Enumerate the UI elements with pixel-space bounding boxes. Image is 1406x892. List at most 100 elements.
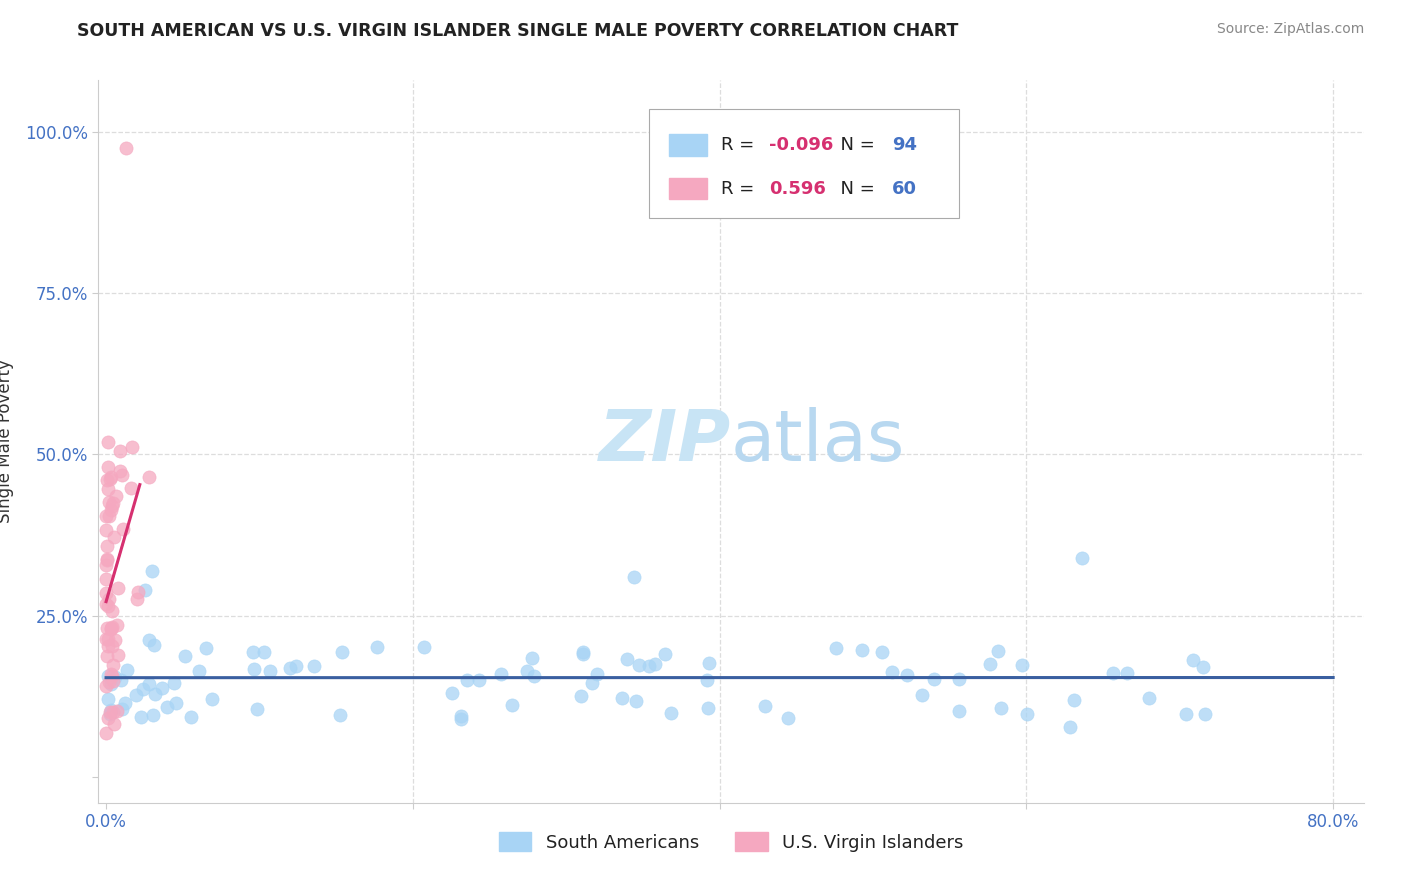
- Point: [101, 620, 124, 634]
- Point: [132, 682, 155, 697]
- Point: [572, 645, 595, 659]
- Point: [94, 632, 117, 646]
- Point: [142, 638, 165, 652]
- Point: [111, 522, 134, 536]
- Point: [101, 499, 124, 513]
- Point: [97, 711, 120, 725]
- Point: [104, 489, 127, 503]
- Point: [1063, 692, 1085, 706]
- Point: [97, 640, 120, 654]
- FancyBboxPatch shape: [669, 178, 707, 200]
- Point: [1071, 550, 1094, 565]
- Point: [824, 641, 846, 656]
- Point: [330, 645, 353, 659]
- Point: [1137, 691, 1160, 706]
- Point: [121, 440, 143, 454]
- Point: [101, 706, 124, 720]
- Point: [107, 648, 129, 663]
- Point: [97, 632, 120, 646]
- Point: [105, 617, 128, 632]
- Text: SOUTH AMERICAN VS U.S. VIRGIN ISLANDER SINGLE MALE POVERTY CORRELATION CHART: SOUTH AMERICAN VS U.S. VIRGIN ISLANDER S…: [77, 22, 959, 40]
- Point: [638, 659, 661, 673]
- Point: [922, 673, 945, 687]
- Point: [96, 508, 118, 523]
- Point: [96, 473, 118, 487]
- Point: [96, 523, 118, 537]
- Text: -0.096: -0.096: [769, 136, 834, 154]
- Point: [195, 640, 218, 655]
- Point: [285, 658, 308, 673]
- Text: 94: 94: [891, 136, 917, 154]
- Text: R =: R =: [721, 136, 761, 154]
- Point: [100, 703, 122, 717]
- Point: [468, 673, 491, 688]
- Point: [138, 470, 160, 484]
- Point: [101, 669, 124, 683]
- Point: [156, 699, 179, 714]
- Point: [696, 701, 718, 715]
- Point: [115, 663, 138, 677]
- Point: [98, 592, 121, 607]
- Point: [127, 591, 149, 606]
- Point: [450, 712, 472, 726]
- Point: [776, 711, 799, 725]
- Text: atlas: atlas: [731, 407, 905, 476]
- Point: [96, 726, 118, 740]
- Point: [105, 704, 128, 718]
- Point: [165, 696, 187, 710]
- Point: [94, 586, 117, 600]
- Point: [1015, 707, 1038, 722]
- Point: [456, 673, 478, 687]
- Point: [523, 669, 546, 683]
- Point: [101, 639, 124, 653]
- Point: [100, 621, 122, 635]
- Text: ZIP: ZIP: [599, 407, 731, 476]
- Point: [96, 539, 118, 553]
- Point: [896, 668, 918, 682]
- Point: [120, 481, 142, 495]
- Point: [97, 434, 120, 449]
- Point: [150, 681, 173, 695]
- Point: [108, 464, 131, 478]
- Point: [572, 647, 595, 661]
- Point: [107, 581, 129, 595]
- Point: [569, 689, 592, 703]
- Point: [101, 657, 124, 672]
- Point: [96, 649, 118, 664]
- Point: [131, 710, 153, 724]
- Point: [98, 675, 121, 690]
- Point: [1011, 657, 1033, 672]
- Point: [1115, 666, 1137, 681]
- Point: [94, 558, 117, 572]
- Point: [585, 667, 607, 681]
- Text: Source: ZipAtlas.com: Source: ZipAtlas.com: [1216, 22, 1364, 37]
- Point: [174, 648, 197, 663]
- Point: [201, 692, 224, 706]
- Y-axis label: Single Male Poverty: Single Male Poverty: [0, 359, 14, 524]
- Point: [644, 657, 666, 672]
- Point: [302, 659, 325, 673]
- Point: [697, 657, 720, 671]
- Point: [138, 677, 160, 691]
- Point: [259, 664, 281, 678]
- Point: [242, 662, 264, 676]
- Point: [654, 647, 676, 661]
- Point: [948, 672, 970, 686]
- Point: [696, 673, 718, 688]
- Point: [501, 698, 523, 713]
- Point: [1194, 707, 1216, 722]
- Point: [96, 572, 118, 586]
- Point: [100, 706, 122, 720]
- Point: [100, 622, 122, 636]
- Point: [110, 673, 132, 688]
- Point: [127, 584, 149, 599]
- Point: [111, 702, 134, 716]
- Point: [97, 599, 120, 613]
- Point: [450, 709, 472, 723]
- Point: [96, 679, 118, 693]
- Point: [98, 472, 121, 486]
- Point: [520, 650, 543, 665]
- Point: [100, 469, 122, 483]
- Point: [491, 667, 513, 681]
- Point: [97, 692, 120, 706]
